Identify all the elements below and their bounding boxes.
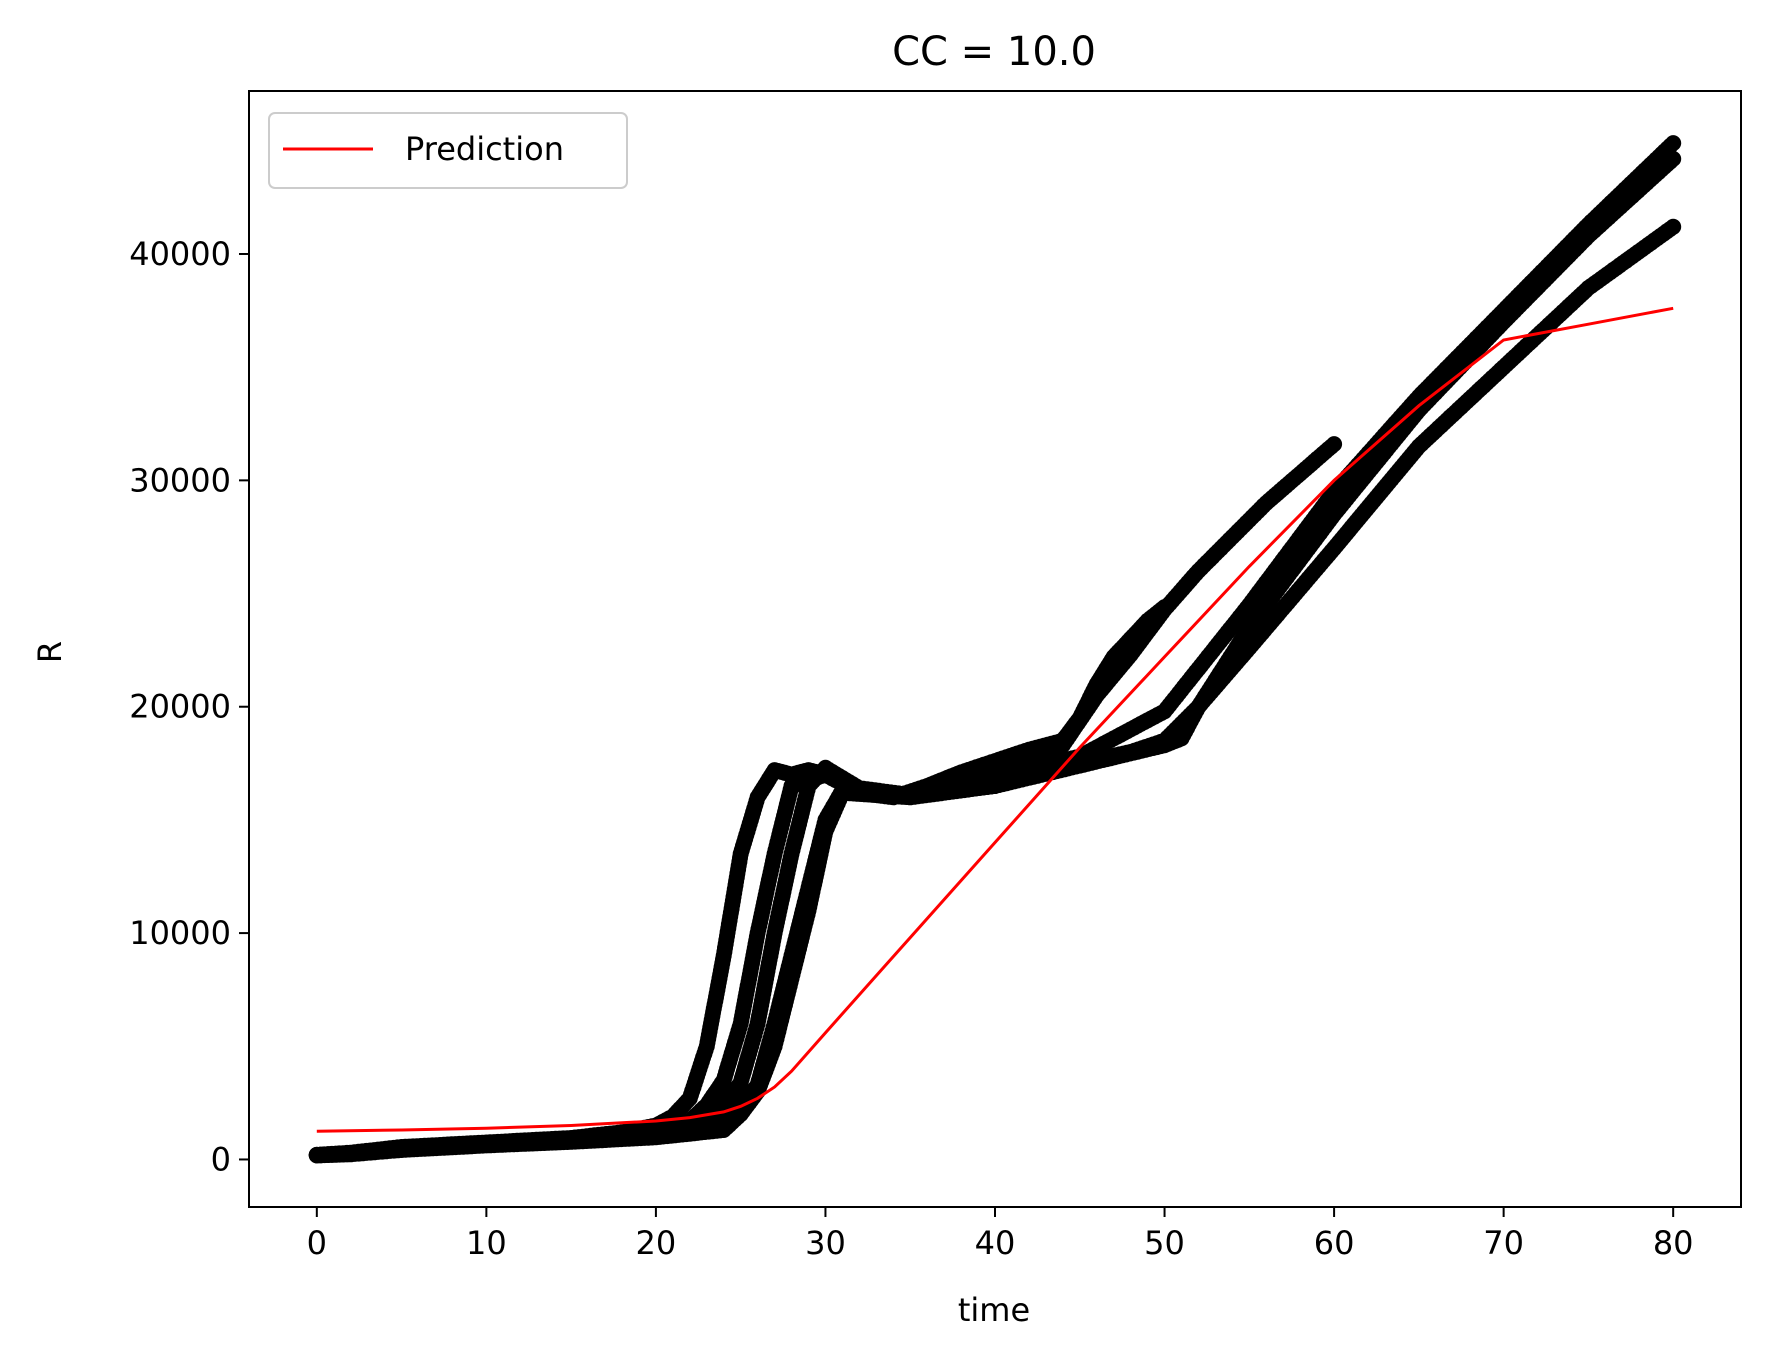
x-tick-label: 50	[1144, 1224, 1185, 1262]
chart-title: CC = 10.0	[892, 29, 1096, 75]
x-tick-label: 30	[805, 1224, 846, 1262]
axes: 0 10 20 30 40 50 60 70 80 0 10000 20000 30000 40000	[129, 90, 1742, 1262]
x-tick-label: 60	[1314, 1224, 1355, 1262]
x-tick-label: 10	[466, 1224, 507, 1262]
y-tick-label: 10000	[129, 914, 231, 952]
prediction-line	[316, 306, 1674, 1133]
legend-box	[268, 112, 628, 189]
legend: Prediction	[268, 112, 628, 189]
observed-point	[1665, 150, 1682, 167]
y-tick-label: 40000	[129, 235, 231, 273]
y-tick-label: 20000	[129, 688, 231, 726]
x-tick-label: 0	[307, 1224, 327, 1262]
observed-point	[1665, 135, 1682, 152]
x-tick-label: 70	[1483, 1224, 1524, 1262]
x-tick-label: 40	[975, 1224, 1016, 1262]
x-tick-label: 80	[1653, 1224, 1694, 1262]
observed-point	[1156, 599, 1173, 616]
y-tick-label: 30000	[129, 461, 231, 499]
legend-label-prediction: Prediction	[405, 130, 564, 168]
y-axis-label: R	[31, 641, 69, 663]
observed-series-5	[308, 218, 1682, 1164]
y-tick-label: 0	[211, 1140, 231, 1178]
observed-point	[1665, 218, 1682, 235]
x-axis-label: time	[958, 1291, 1030, 1329]
x-tick-label: 20	[636, 1224, 677, 1262]
observed-point	[1326, 436, 1343, 453]
plot-area	[308, 135, 1682, 1164]
